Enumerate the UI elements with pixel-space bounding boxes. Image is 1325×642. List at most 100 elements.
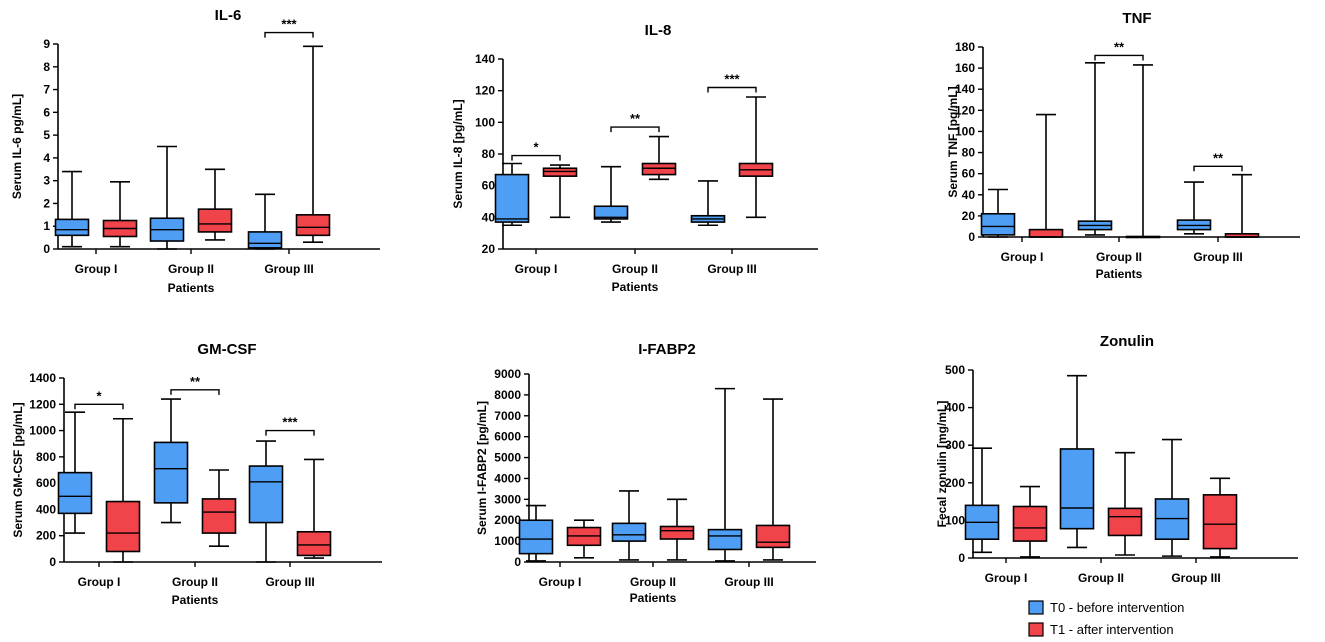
bracket-line <box>610 126 660 133</box>
bracket-line <box>170 389 220 395</box>
panel-il-8: IL-8 Serum IL-8 [pg/mL] 20 40 60 80 100 120 140 G… <box>451 22 818 294</box>
box-iqr <box>57 471 93 515</box>
y-tick-label: 180 <box>955 40 975 54</box>
box-iqr <box>707 528 743 551</box>
y-tick-label: 160 <box>955 61 975 75</box>
y-tick-label: 2 <box>43 196 50 210</box>
box-iqr <box>201 498 237 534</box>
y-tick-label: 2000 <box>494 513 521 527</box>
box-iqr <box>54 218 90 237</box>
box-iqr <box>755 524 791 549</box>
x-tick-label: Group I <box>78 575 121 589</box>
box-t1-2 <box>659 498 695 561</box>
y-tick-label: 3000 <box>494 492 521 506</box>
panel-title: I-FABP2 <box>638 341 696 358</box>
y-tick-label: 1000 <box>29 424 56 438</box>
box-t1-3 <box>1224 173 1260 238</box>
significance-label: *** <box>281 17 297 32</box>
x-tick-label: Group III <box>707 262 756 276</box>
box-t0-2 <box>153 398 189 524</box>
box-t1-3 <box>755 398 791 561</box>
y-axis-label: Fecal zonulin [mg/mL] <box>935 401 949 528</box>
box-iqr <box>659 525 695 540</box>
y-tick-label: 100 <box>945 513 965 527</box>
y-tick-label: 100 <box>955 124 975 138</box>
bracket-line <box>1094 54 1144 61</box>
x-tick-label: Group II <box>630 575 676 589</box>
y-axis-label: Serum GM-CSF [pg/mL] <box>11 402 25 537</box>
y-tick-label: 7 <box>43 83 50 97</box>
bracket-line <box>707 86 757 93</box>
box-t0-2 <box>611 490 647 561</box>
y-tick-label: 60 <box>962 167 976 181</box>
x-tick-label: Group III <box>724 575 773 589</box>
y-tick-label: 0 <box>968 230 975 244</box>
panel-zonulin: Zonulin Fecal zonulin [mg/mL] 0 100 200 300 40… <box>935 333 1298 585</box>
box-t0-2 <box>149 145 185 250</box>
box-t1-3 <box>296 458 332 559</box>
box-t1-1 <box>1028 113 1064 238</box>
box-t1-1 <box>1012 485 1048 558</box>
x-axis-label: Patients <box>612 280 659 294</box>
y-tick-label: 4000 <box>494 471 521 485</box>
y-tick-label: 200 <box>36 529 56 543</box>
bracket-line <box>265 429 315 436</box>
box-iqr <box>1059 448 1095 530</box>
y-tick-label: 20 <box>482 242 496 256</box>
box-t0-1 <box>980 188 1016 238</box>
panel-title: IL-6 <box>215 7 242 24</box>
y-tick-label: 6 <box>43 105 50 119</box>
box-t0-2 <box>593 165 629 223</box>
y-tick-label: 400 <box>945 401 965 415</box>
y-tick-label: 0 <box>49 555 56 569</box>
y-tick-label: 9000 <box>494 367 521 381</box>
y-tick-label: 400 <box>36 502 56 516</box>
box-t0-3 <box>248 440 284 563</box>
box-iqr <box>1028 228 1064 238</box>
significance-bracket: ** <box>1193 150 1243 172</box>
box-t0-1 <box>964 447 1000 554</box>
box-iqr <box>197 208 233 233</box>
box-iqr <box>542 167 578 177</box>
box-iqr <box>247 231 283 249</box>
y-tick-label: 5 <box>43 128 50 142</box>
x-tick-label: Group III <box>1193 250 1242 264</box>
x-tick-label: Group II <box>612 262 658 276</box>
box-iqr <box>611 522 647 542</box>
box-iqr <box>641 162 677 176</box>
box-t0-3 <box>247 193 283 250</box>
box-iqr <box>296 530 332 557</box>
box-t0-1 <box>57 411 93 534</box>
box-t0-1 <box>494 162 530 227</box>
box-iqr <box>593 205 629 220</box>
x-tick-label: Group III <box>1171 571 1220 585</box>
y-tick-label: 0 <box>514 555 521 569</box>
panel-i-fabp2: I-FABP2 Serum I-FABP2 [pg/mL] 0 1000 2000 300… <box>475 341 816 605</box>
y-tick-label: 3 <box>43 174 50 188</box>
y-tick-label: 100 <box>475 115 495 129</box>
significance-label: ** <box>1114 39 1125 54</box>
box-iqr <box>153 441 189 504</box>
box-t1-2 <box>641 135 677 181</box>
x-tick-label: Group I <box>1001 250 1044 264</box>
y-tick-label: 40 <box>482 210 496 224</box>
box-iqr <box>105 500 141 553</box>
panels: IL-6 Serum IL-6 pg/mL] 0 1 2 3 4 5 6 7 8 9 Group I Gr… <box>10 7 1300 607</box>
significance-label: * <box>533 140 539 155</box>
legend-label-t0: T0 - before intervention <box>1050 600 1184 615</box>
panel-tnf: TNF Serum TNF [pg/mL] 0 20 40 60 80 100 120 140 16… <box>946 10 1300 281</box>
legend-swatch-t0 <box>1028 600 1044 615</box>
significance-bracket: ** <box>610 111 660 133</box>
box-t0-1 <box>518 504 554 562</box>
y-tick-label: 1400 <box>29 371 56 385</box>
significance-bracket: * <box>511 140 561 161</box>
bracket-line <box>74 403 124 410</box>
box-t1-3 <box>295 45 331 243</box>
box-t1-1 <box>105 417 141 563</box>
y-tick-label: 5000 <box>494 451 521 465</box>
panel-il-6: IL-6 Serum IL-6 pg/mL] 0 1 2 3 4 5 6 7 8 9 Group I Gr… <box>10 7 380 295</box>
significance-bracket: *** <box>265 415 315 436</box>
box-iqr <box>518 519 554 555</box>
x-tick-label: Group III <box>265 575 314 589</box>
